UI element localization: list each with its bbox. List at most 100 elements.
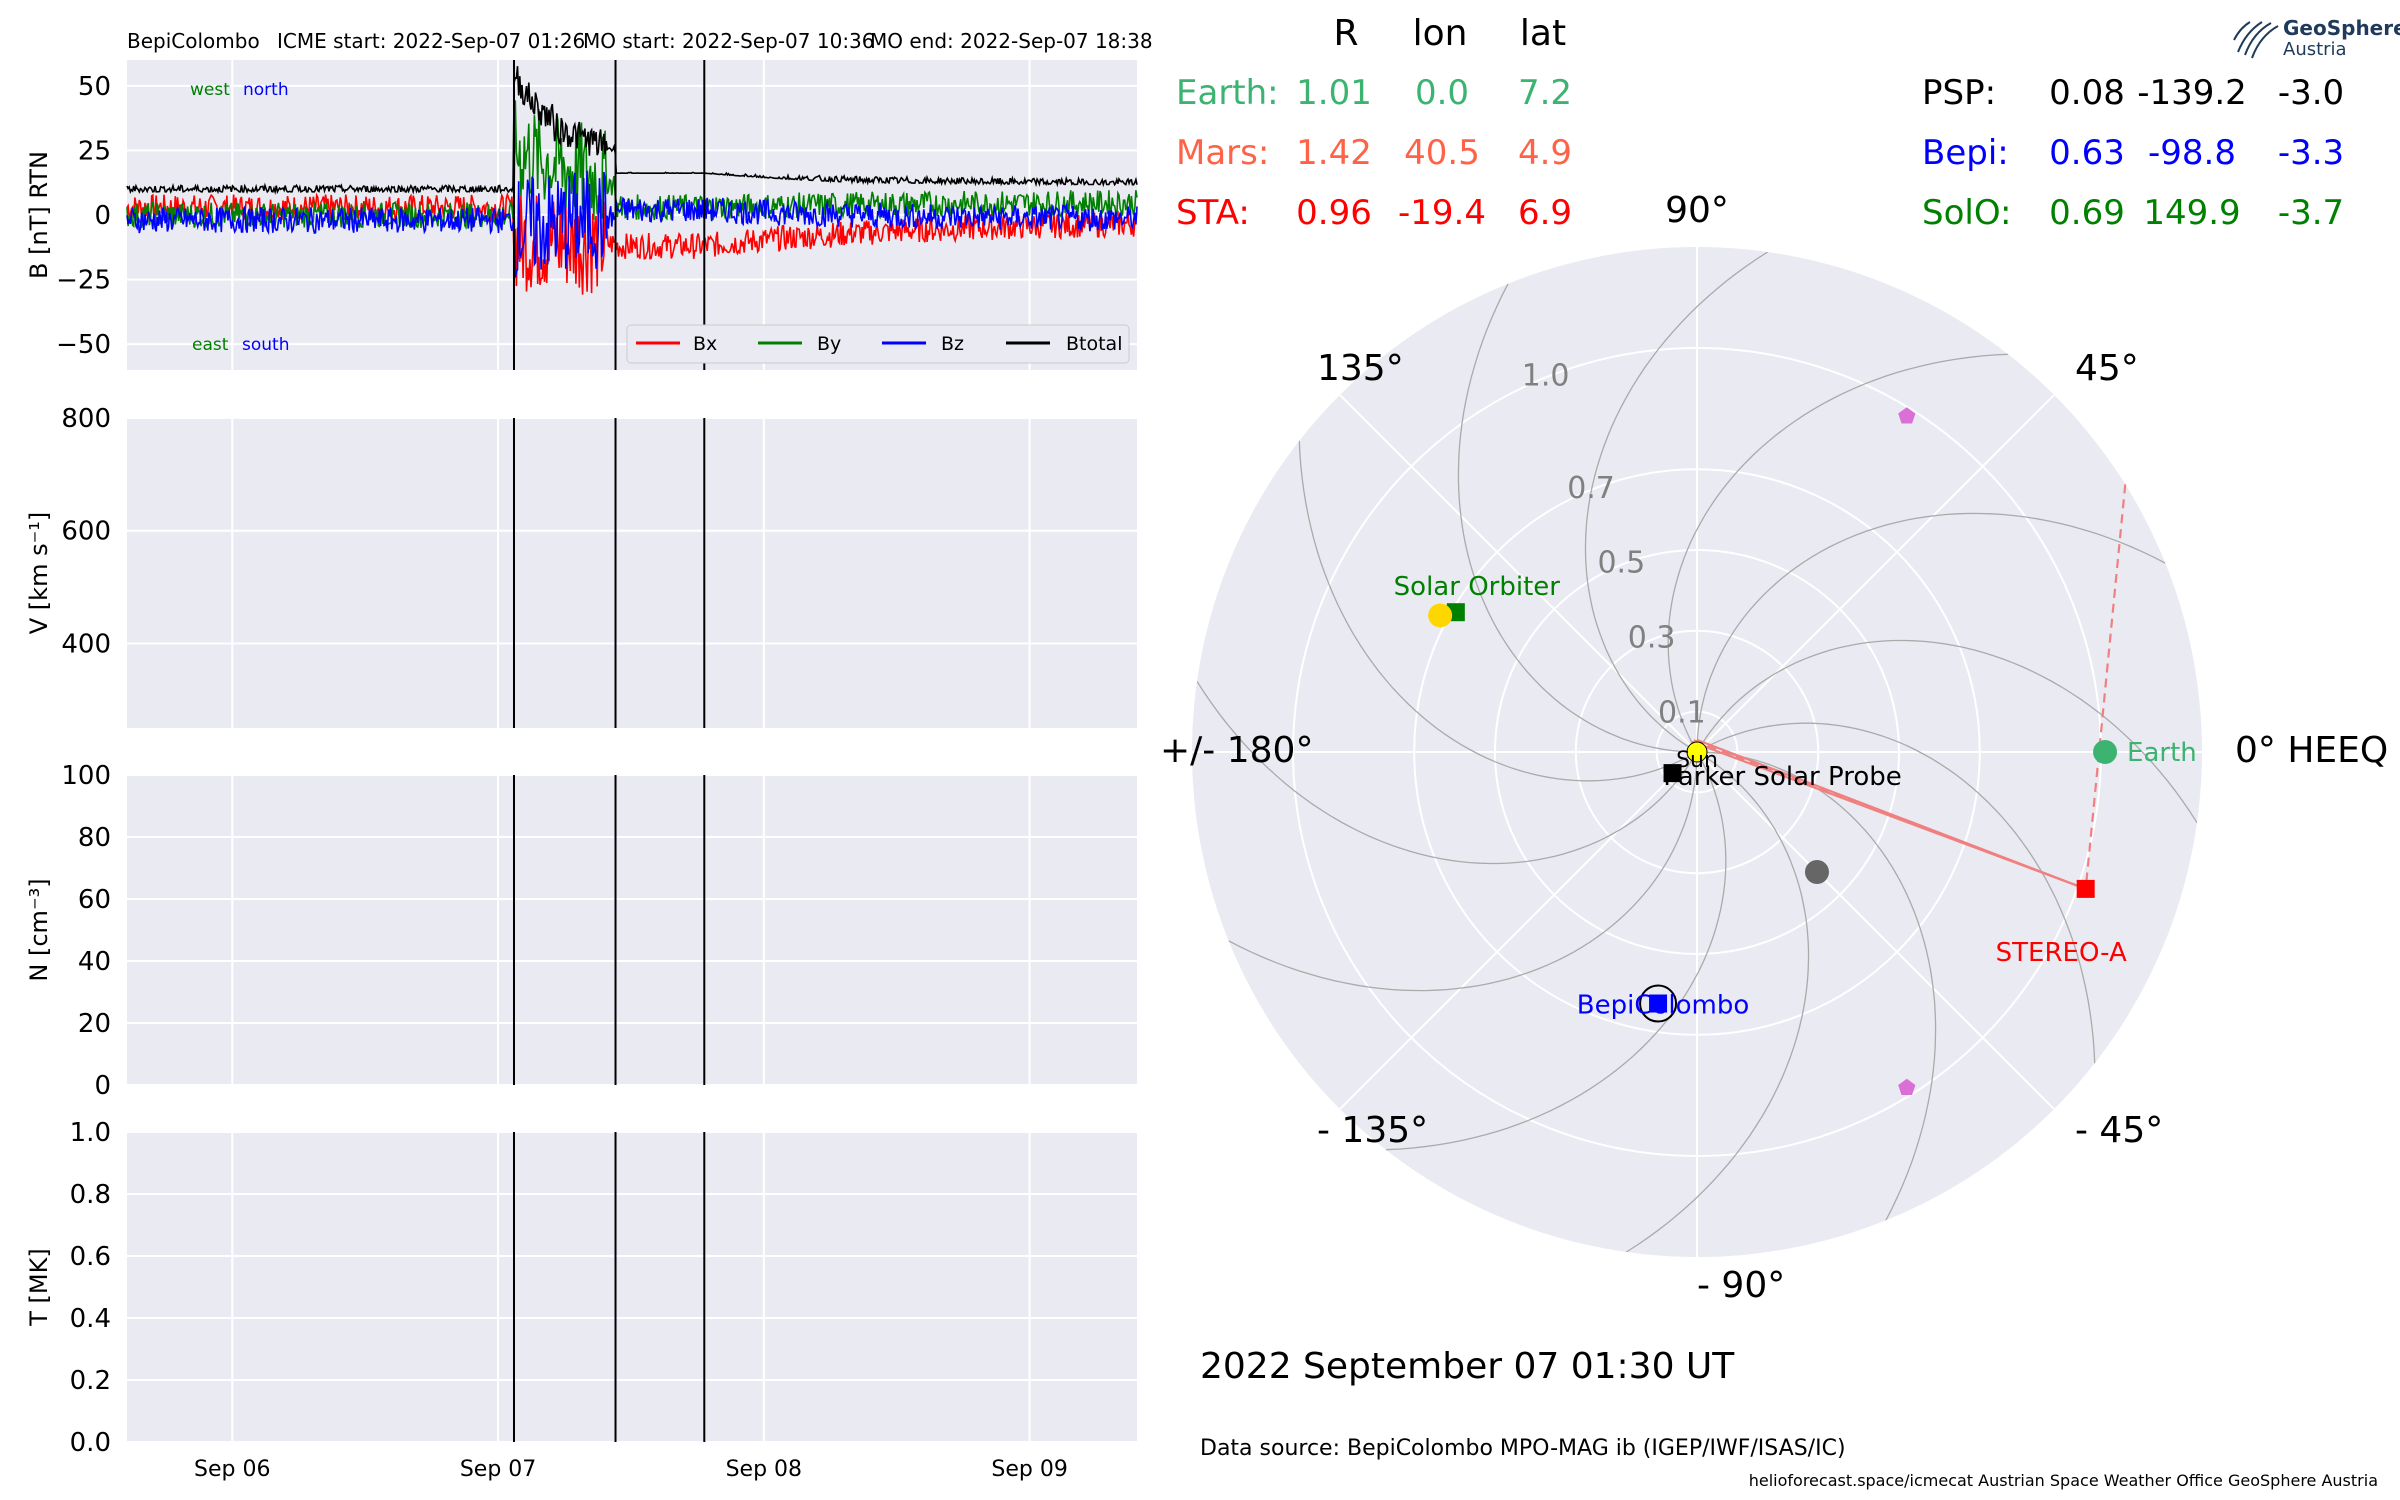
parker-spiral — [1667, 353, 2009, 753]
legend-label-bx: Bx — [693, 333, 717, 355]
table-right-cell: -139.2 — [2137, 73, 2247, 113]
legend-box — [626, 324, 1130, 364]
y-tick-label: 100 — [61, 761, 111, 791]
angle-label-minus90: - 90° — [1697, 1265, 1785, 1306]
y-tick-label: −50 — [56, 330, 111, 360]
y-tick-label: 0.4 — [70, 1304, 111, 1334]
table-left-cell: 4.9 — [1518, 133, 1572, 173]
y-tick-label: 80 — [78, 823, 111, 853]
north-label: north — [243, 80, 289, 100]
marker-mars — [1804, 859, 1829, 884]
parker-spiral — [1228, 751, 1698, 992]
label-parker-solar-probe: Parker Solar Probe — [1663, 762, 1901, 792]
y-tick-label: −25 — [56, 266, 111, 296]
x-axis-ticks: Sep 06 Sep 07 Sep 08 Sep 09 — [194, 1457, 1068, 1482]
table-right-cell: 149.9 — [2143, 193, 2240, 233]
radial-tick-label: 0.7 — [1567, 471, 1615, 506]
legend-label-bz: Bz — [941, 333, 964, 355]
logo-text-line1: GeoSphere — [2283, 16, 2400, 40]
y-tick-label: 0.6 — [70, 1242, 111, 1272]
radial-tick-label: 1.0 — [1522, 358, 1570, 393]
legend: Bx By Bz Btotal — [626, 324, 1130, 364]
table-left-cell: 1.42 — [1296, 133, 1372, 173]
series-bz — [126, 170, 1138, 278]
label-sun: Sun — [1676, 748, 1718, 773]
angular-gridline — [1339, 394, 1698, 753]
angle-label-135: 135° — [1317, 348, 1404, 389]
series-by — [126, 100, 1138, 231]
legend-label-by: By — [817, 333, 841, 355]
temperature-panel: 1.0 0.8 0.6 0.4 0.2 0.0 T [MK] — [25, 1118, 1137, 1458]
table-right-cell: -3.3 — [2278, 133, 2344, 173]
angular-gridline — [1696, 751, 2055, 1110]
y-tick-label: 0.0 — [70, 1428, 111, 1458]
timestamp: 2022 September 07 01:30 UT — [1200, 1346, 1735, 1387]
y-tick-label: 60 — [78, 885, 111, 915]
parker-spirals — [1196, 251, 2198, 1253]
table-left-cell: STA: — [1176, 193, 1250, 233]
geosphere-logo: GeoSphere Austria — [2233, 16, 2400, 60]
logo-icon — [2233, 21, 2279, 59]
density-panel: 100 80 60 40 20 0 N [cm⁻³] — [25, 761, 1137, 1101]
table-right-cell: PSP: — [1922, 73, 1996, 113]
radial-tick-label: 0.3 — [1628, 621, 1676, 656]
series-btotal — [126, 66, 1138, 195]
parker-spiral — [1196, 680, 1698, 865]
panel-background — [127, 775, 1137, 1085]
data-source: Data source: BepiColombo MPO-MAG ib (IGE… — [1200, 1436, 1846, 1461]
speed-panel: 800 600 400 V [km s⁻¹] — [25, 404, 1137, 728]
parker-spiral — [1625, 751, 1810, 1253]
parker-spiral — [1696, 512, 2166, 753]
x-tick-label: Sep 09 — [991, 1457, 1067, 1482]
table-left-cell: 40.5 — [1404, 133, 1480, 173]
table-right-cell: 0.63 — [2049, 133, 2125, 173]
marker-bepicolombo — [1649, 994, 1668, 1013]
marker-planet-near-solo — [1428, 603, 1453, 628]
table-left-cell: Earth: — [1176, 73, 1279, 113]
marker-earth — [2093, 740, 2118, 764]
angular-gridline — [1339, 751, 1698, 1110]
legend-label-btotal: Btotal — [1066, 333, 1122, 355]
table-right-cell: -3.0 — [2278, 73, 2344, 113]
parker-spiral — [1385, 751, 1727, 1151]
parker-spiral — [1298, 440, 1698, 782]
marker-sun — [1686, 741, 1708, 763]
table-left-cell: 6.9 — [1518, 193, 1572, 233]
v-ylabel: V [km s⁻¹] — [25, 512, 53, 634]
angle-label-0: 0° HEEQ — [2235, 730, 2388, 771]
label-earth: Earth — [2127, 738, 2197, 768]
footer-credits: helioforecast.space/icmecat Austrian Spa… — [1749, 1471, 2378, 1490]
parker-spiral — [1696, 722, 2096, 1064]
b-ylabel: B [nT] RTN — [25, 151, 53, 279]
marker-pentagon-upper — [1898, 407, 1916, 424]
y-tick-label: 0.2 — [70, 1366, 111, 1396]
angle-label-90: 90° — [1665, 190, 1729, 231]
west-label: west — [190, 80, 230, 100]
parker-spiral — [1584, 251, 1769, 753]
x-tick-label: Sep 08 — [726, 1457, 802, 1482]
panel-background — [127, 418, 1137, 728]
icme-start-label: ICME start: 2022-Sep-07 01:26 — [277, 29, 585, 53]
y-tick-label: 800 — [61, 404, 111, 434]
label-stereo-a: STEREO-A — [1996, 938, 2127, 968]
angle-label-minus45: - 45° — [2075, 1110, 2163, 1151]
table-left-cell: -19.4 — [1398, 193, 1486, 233]
table-header-lat: lat — [1520, 13, 1566, 54]
table-right-cell: Bepi: — [1922, 133, 2009, 173]
parker-spiral — [1457, 283, 1698, 753]
table-right-cell: -98.8 — [2148, 133, 2236, 173]
panel-background — [127, 1132, 1137, 1442]
east-label: east — [192, 335, 229, 355]
mo-end-label: MO end: 2022-Sep-07 18:38 — [870, 29, 1153, 53]
table-right-cell: 0.08 — [2049, 73, 2125, 113]
cme-direction-line — [2084, 484, 2127, 889]
mo-start-label: MO start: 2022-Sep-07 10:36 — [583, 29, 875, 53]
table-left-cell: 0.0 — [1415, 73, 1469, 113]
magnetic-field-panel: 50 25 0 −25 −50 west north east south Bx By … — [25, 60, 1138, 370]
y-tick-label: 0 — [94, 1071, 111, 1101]
position-table-left: R lon lat Earth: 1.01 0.0 7.2 Mars: 1.42 40.5 4… — [1176, 13, 1572, 233]
t-ylabel: T [MK] — [25, 1248, 53, 1326]
x-tick-label: Sep 07 — [460, 1457, 536, 1482]
cme-direction-line — [1693, 739, 2087, 890]
